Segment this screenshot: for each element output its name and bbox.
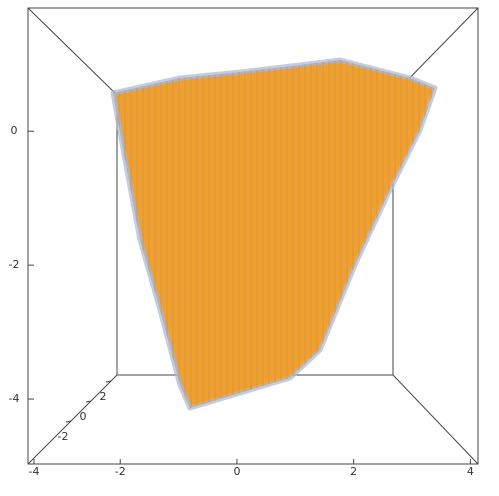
- y-tick: [85, 400, 92, 403]
- z-tick-label: -4: [9, 392, 20, 405]
- x-tick-label: -2: [115, 465, 126, 478]
- x-tick-label: 0: [233, 465, 240, 478]
- y-tick-label: 0: [80, 410, 87, 423]
- y-tick-label: -2: [58, 430, 69, 443]
- front-frame: [27, 7, 479, 465]
- box-edge: [27, 7, 118, 96]
- y-tick: [105, 380, 112, 383]
- x-tick-label: -4: [29, 465, 40, 478]
- x-tick-label: 2: [350, 465, 357, 478]
- z-tick-label: 0: [11, 124, 18, 137]
- x-tick-label: 4: [467, 465, 474, 478]
- z-tick-label: -2: [9, 258, 20, 271]
- surface: [110, 57, 438, 411]
- box-edge: [27, 374, 118, 465]
- box-edge: [392, 374, 479, 465]
- y-tick-label: 2: [100, 390, 107, 403]
- surface-texture: [113, 60, 435, 408]
- y-tick: [65, 420, 72, 423]
